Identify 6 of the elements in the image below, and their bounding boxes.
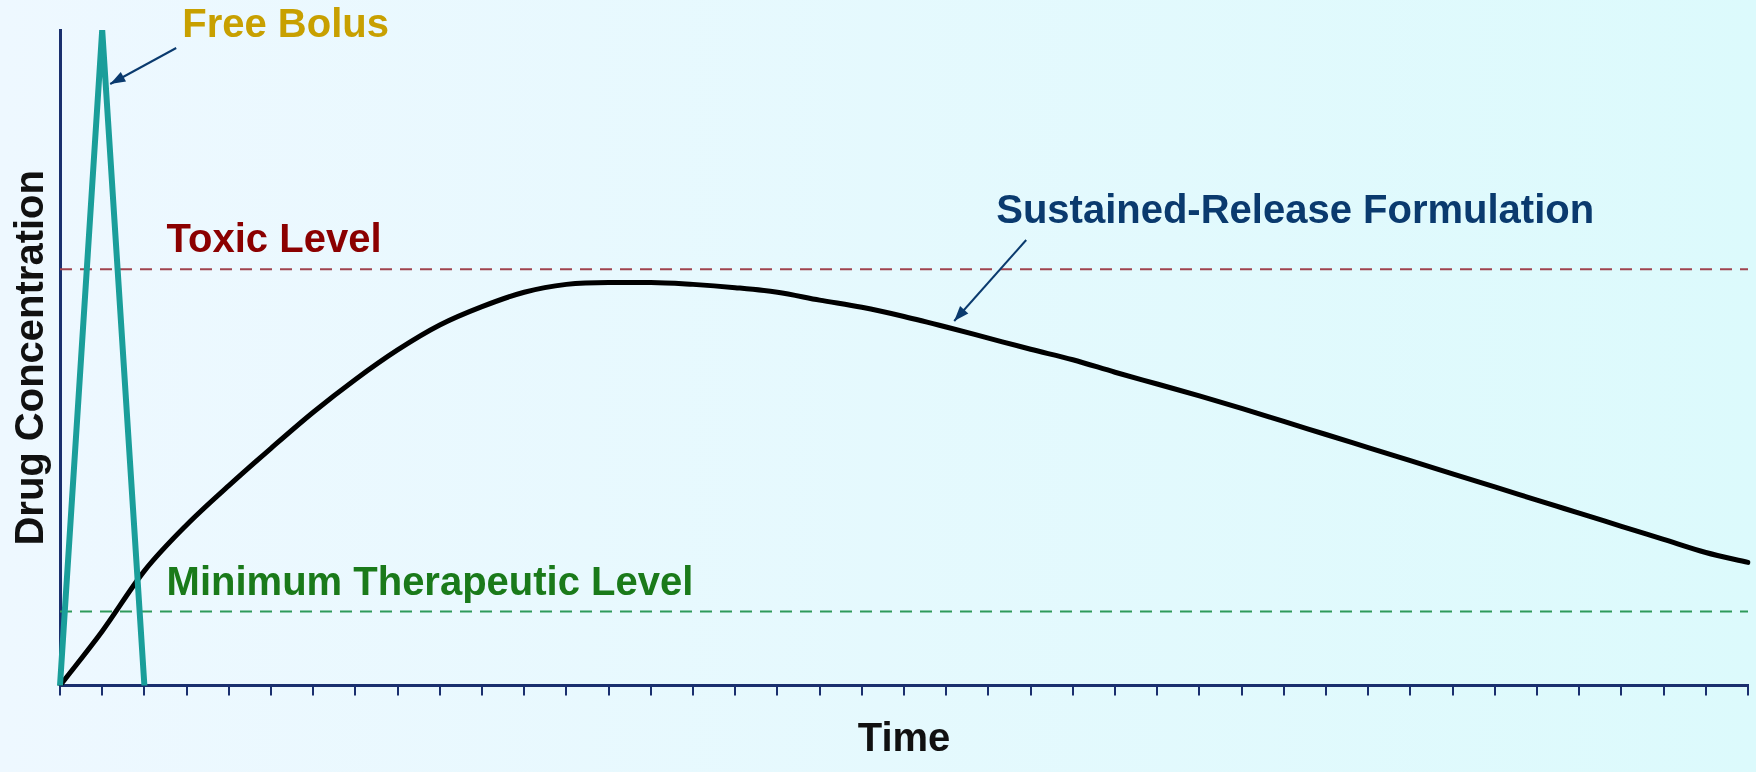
ref-line-label: Toxic Level xyxy=(166,216,382,261)
y-axis-title: Drug Concentration xyxy=(7,170,52,546)
x-axis-title: Time xyxy=(857,715,951,760)
ref-line-label: Minimum Therapeutic Level xyxy=(166,558,694,603)
text: Sustained-Release Formulation xyxy=(996,187,1595,232)
series-label: Free Bolus xyxy=(182,1,389,46)
